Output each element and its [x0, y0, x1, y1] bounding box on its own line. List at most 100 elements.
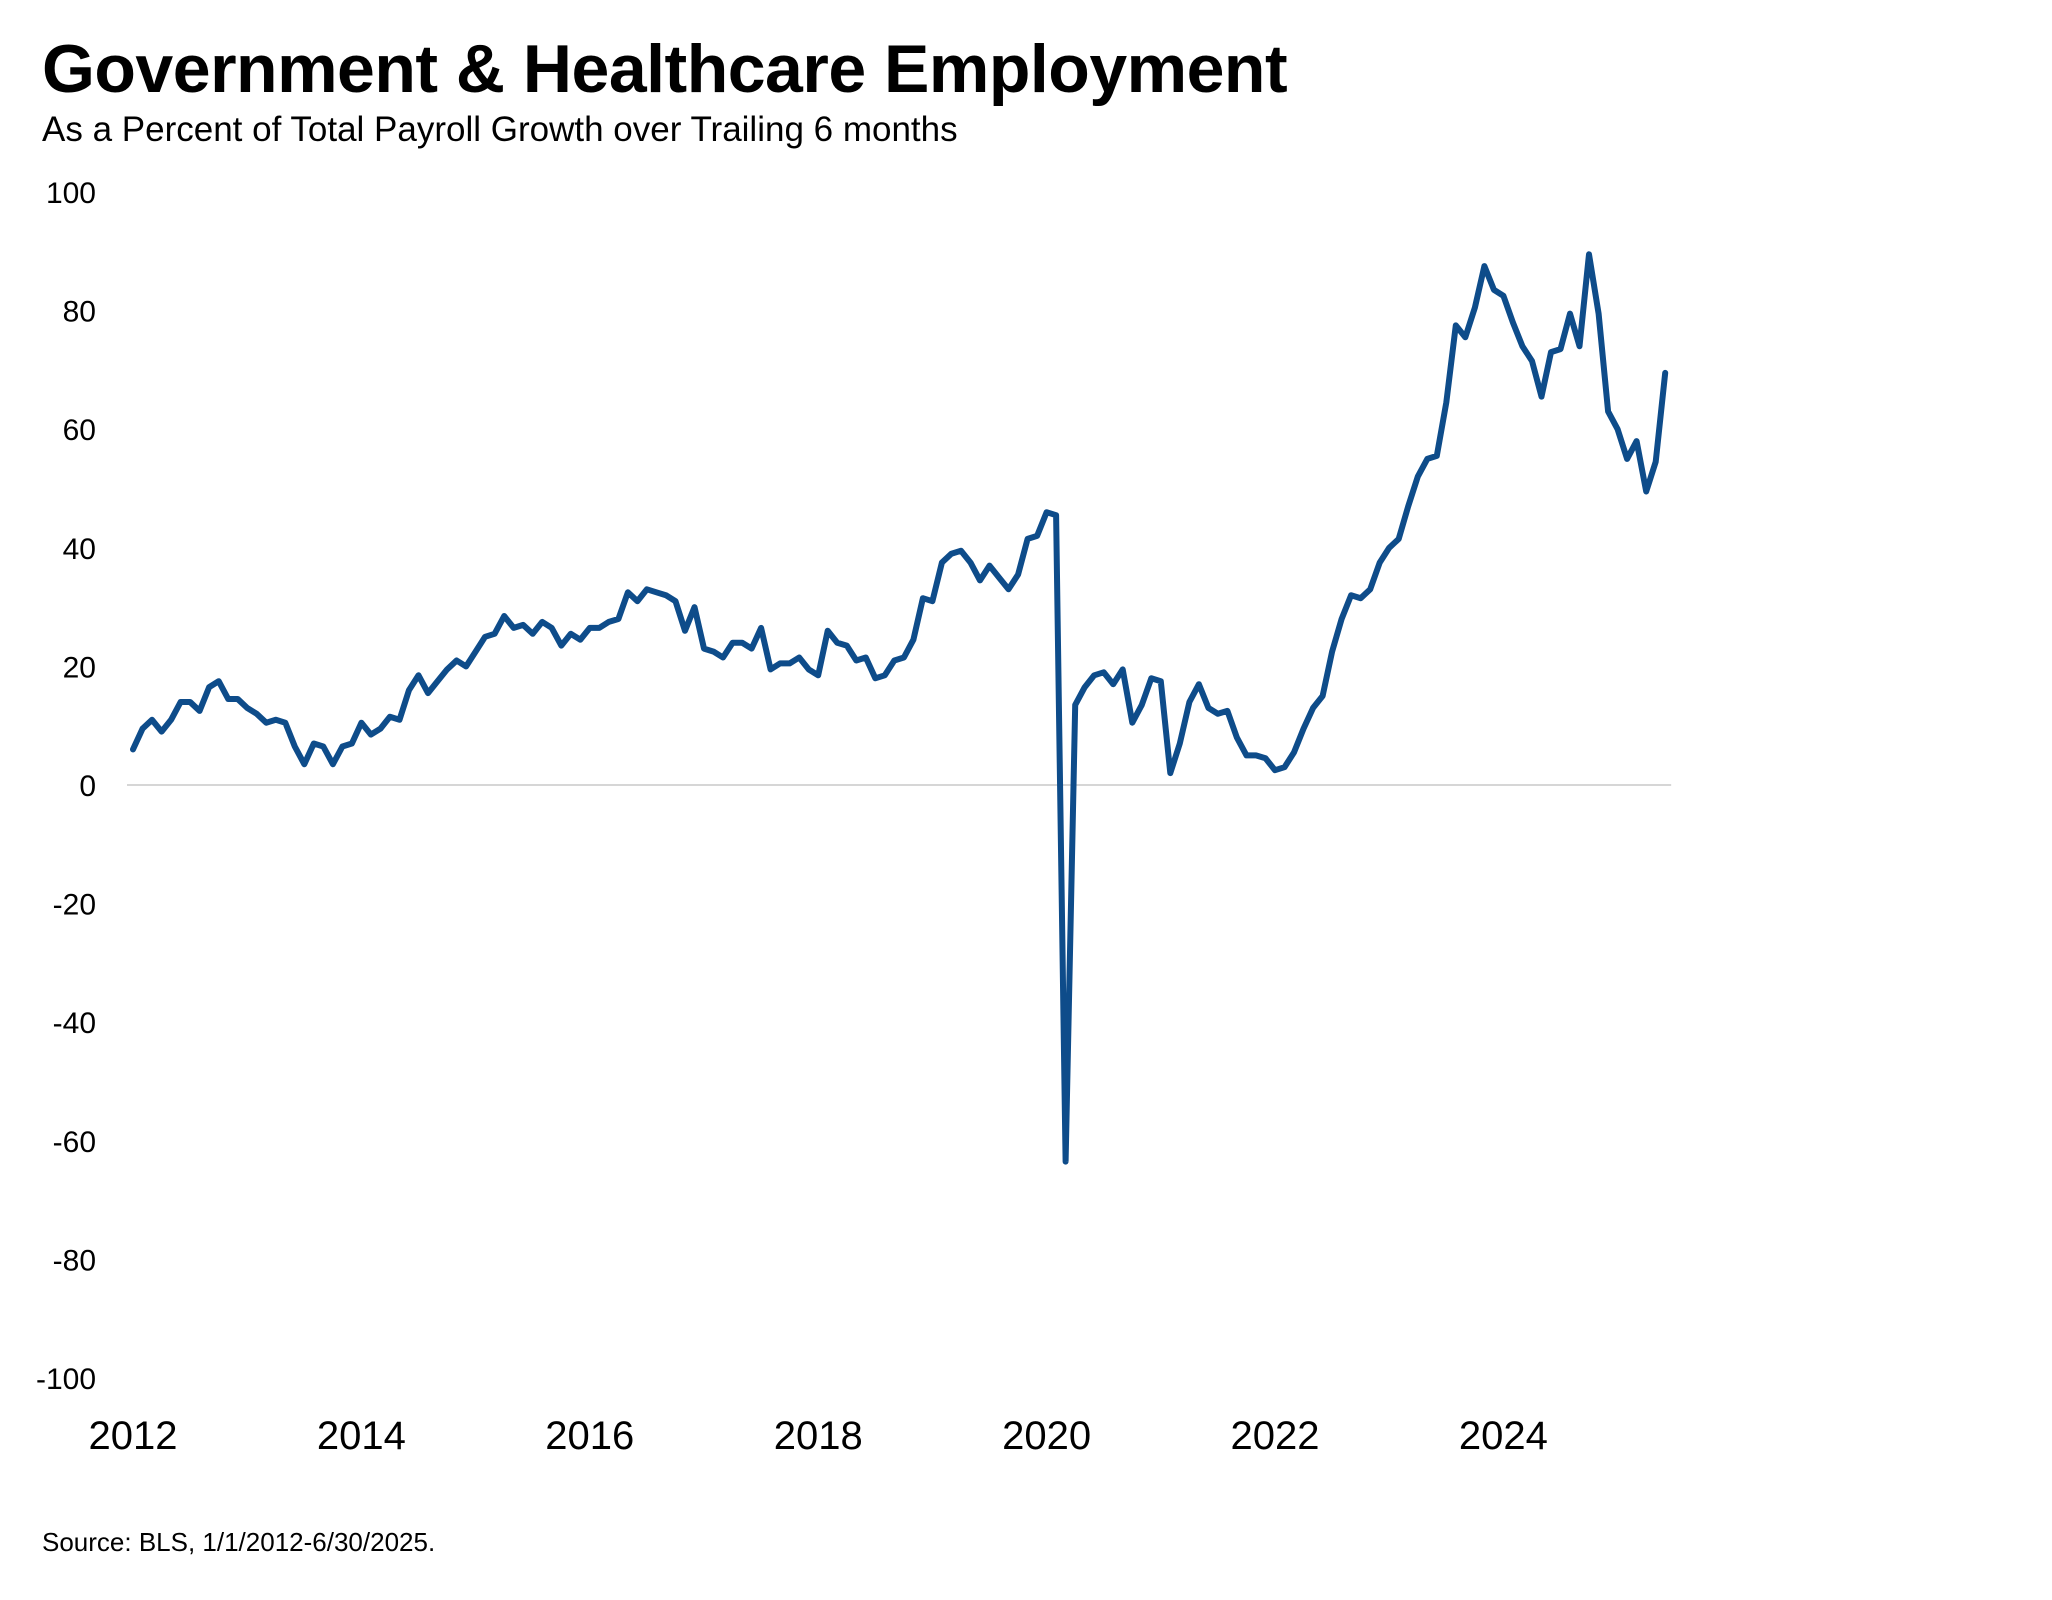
data-point — [301, 761, 307, 767]
data-point — [1301, 726, 1307, 732]
data-point — [1063, 1159, 1069, 1165]
data-point — [1215, 711, 1221, 717]
data-point — [577, 637, 583, 643]
data-point — [1558, 346, 1564, 352]
data-point — [711, 649, 717, 655]
data-point — [1044, 509, 1050, 515]
data-point — [1234, 735, 1240, 741]
data-point — [1539, 394, 1545, 400]
series-points — [130, 251, 1668, 1164]
data-point — [1510, 320, 1516, 326]
data-point — [178, 699, 184, 705]
data-point — [1358, 595, 1364, 601]
data-point — [996, 575, 1002, 581]
data-point — [282, 720, 288, 726]
x-tick-label: 2020 — [1002, 1414, 1091, 1458]
data-point — [1025, 536, 1031, 542]
data-point — [206, 684, 212, 690]
data-point — [920, 595, 926, 601]
data-point — [834, 640, 840, 646]
x-tick-label: 2014 — [317, 1414, 406, 1458]
data-point — [1196, 681, 1202, 687]
data-point — [416, 672, 422, 678]
x-tick-label: 2012 — [89, 1414, 178, 1458]
data-point — [1624, 456, 1630, 462]
data-point — [1291, 749, 1297, 755]
data-point — [1481, 263, 1487, 269]
data-point — [539, 619, 545, 625]
data-point — [1224, 708, 1230, 714]
data-point — [292, 744, 298, 750]
data-point — [1367, 586, 1373, 592]
data-point — [1310, 705, 1316, 711]
data-point — [130, 746, 136, 752]
y-tick-label: 40 — [63, 533, 96, 566]
data-point — [1548, 349, 1554, 355]
data-point — [530, 631, 536, 637]
data-point — [235, 696, 241, 702]
data-point — [596, 625, 602, 631]
data-point — [330, 761, 336, 767]
data-point — [568, 631, 574, 637]
data-point — [663, 592, 669, 598]
data-point — [1415, 474, 1421, 480]
data-point — [1167, 770, 1173, 776]
data-point — [320, 744, 326, 750]
chart-subtitle: As a Percent of Total Payroll Growth ove… — [42, 110, 958, 149]
y-tick-label: 100 — [46, 177, 96, 210]
data-point — [149, 717, 155, 723]
y-tick-label: 80 — [63, 296, 96, 329]
data-point — [929, 598, 935, 604]
data-point — [1120, 666, 1126, 672]
data-point — [1320, 693, 1326, 699]
data-point — [1282, 764, 1288, 770]
x-tick-label: 2022 — [1231, 1414, 1320, 1458]
data-point — [1091, 672, 1097, 678]
data-point — [615, 616, 621, 622]
chart-title: Government & Healthcare Employment — [42, 31, 1288, 107]
data-point — [1329, 649, 1335, 655]
data-point — [1596, 311, 1602, 317]
x-tick-label: 2016 — [545, 1414, 634, 1458]
data-point — [682, 628, 688, 634]
data-point — [387, 714, 393, 720]
data-point — [454, 658, 460, 664]
data-point — [1643, 489, 1649, 495]
data-point — [377, 726, 383, 732]
data-point — [844, 643, 850, 649]
data-point — [463, 663, 469, 669]
y-tick-label: 60 — [63, 414, 96, 447]
data-point — [977, 577, 983, 583]
data-point — [1653, 459, 1659, 465]
data-point — [787, 660, 793, 666]
data-point — [625, 589, 631, 595]
data-point — [720, 655, 726, 661]
data-point — [1082, 684, 1088, 690]
data-point — [939, 560, 945, 566]
data-point — [1491, 287, 1497, 293]
data-point — [263, 720, 269, 726]
data-point — [1006, 586, 1012, 592]
data-point — [1462, 334, 1468, 340]
data-point — [1529, 358, 1535, 364]
data-point — [197, 708, 203, 714]
data-point — [397, 717, 403, 723]
data-point — [1634, 438, 1640, 444]
data-point — [701, 646, 707, 652]
data-point — [520, 622, 526, 628]
chart-source-note: Source: BLS, 1/1/2012-6/30/2025. — [42, 1527, 436, 1557]
data-point — [1434, 453, 1440, 459]
data-point — [882, 672, 888, 678]
data-point — [863, 655, 869, 661]
data-point — [1034, 533, 1040, 539]
data-point — [1263, 755, 1269, 761]
data-point — [653, 589, 659, 595]
y-tick-label: 20 — [63, 651, 96, 684]
data-point — [444, 666, 450, 672]
data-point — [758, 625, 764, 631]
data-point — [749, 646, 755, 652]
data-point — [349, 741, 355, 747]
data-point — [159, 729, 165, 735]
data-point — [634, 598, 640, 604]
